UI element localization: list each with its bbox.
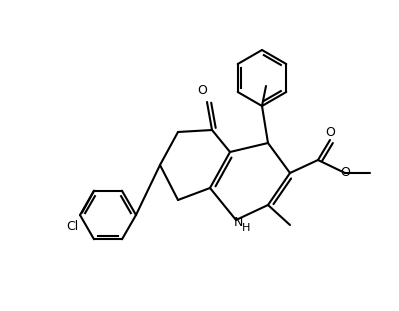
Text: Cl: Cl <box>66 220 78 233</box>
Text: O: O <box>197 83 207 96</box>
Text: O: O <box>325 126 335 138</box>
Text: O: O <box>340 166 350 179</box>
Text: N: N <box>233 216 243 229</box>
Text: H: H <box>242 223 250 233</box>
